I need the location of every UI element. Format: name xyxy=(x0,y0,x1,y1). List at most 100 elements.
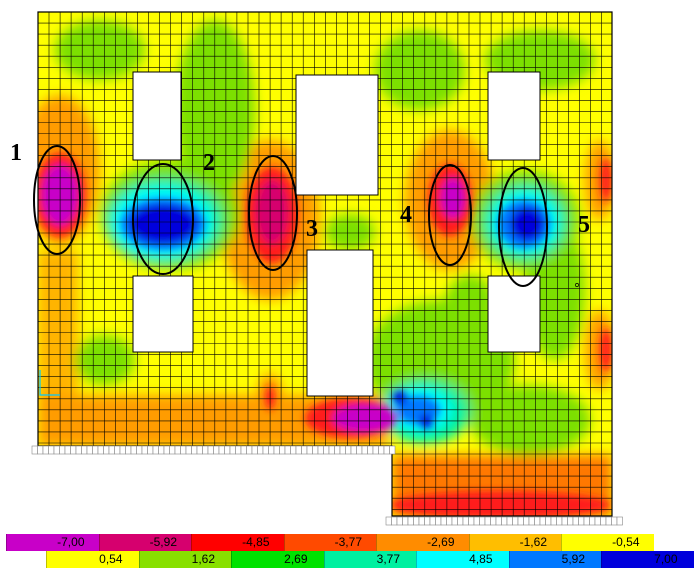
support-cell xyxy=(611,516,618,526)
legend-swatch: -4,85 xyxy=(191,534,284,551)
support-cell xyxy=(367,445,374,455)
support-cell xyxy=(550,516,557,526)
support-cell xyxy=(213,445,220,455)
support-cell xyxy=(218,445,225,455)
support-cell xyxy=(75,445,82,455)
support-cell xyxy=(512,516,519,526)
support-cell xyxy=(501,516,508,526)
blue-core xyxy=(393,391,407,405)
green-zone xyxy=(75,335,135,385)
support-cell xyxy=(103,445,110,455)
support-cell xyxy=(539,516,546,526)
legend-value: 3,77 xyxy=(376,552,400,566)
callout-label-5: 5 xyxy=(578,212,590,238)
support-cell xyxy=(235,445,242,455)
callout-label-2: 2 xyxy=(203,150,215,176)
legend-value: 5,92 xyxy=(561,552,585,566)
support-cell xyxy=(130,445,137,455)
legend-swatch: -5,92 xyxy=(98,534,191,551)
support-cell xyxy=(257,445,264,455)
support-cell xyxy=(141,445,148,455)
support-cell xyxy=(589,516,596,526)
legend-swatch: 2,69 xyxy=(231,551,324,568)
support-cell xyxy=(567,516,574,526)
legend-swatch: 5,92 xyxy=(508,551,601,568)
support-cell xyxy=(64,445,71,455)
support-cell xyxy=(92,445,99,455)
support-cell xyxy=(268,445,275,455)
support-cell xyxy=(435,516,442,526)
support-strip-left xyxy=(31,445,396,455)
support-cell xyxy=(372,445,379,455)
callout-ellipse-5 xyxy=(498,167,548,287)
magenta-core xyxy=(256,180,288,244)
legend-swatch: 1,62 xyxy=(138,551,231,568)
support-cell xyxy=(224,445,231,455)
support-cell xyxy=(334,445,341,455)
support-cell xyxy=(207,445,214,455)
green-zone xyxy=(445,275,495,335)
support-cell xyxy=(295,445,302,455)
callout-label-1: 1 xyxy=(10,140,22,166)
support-cell xyxy=(119,445,126,455)
support-cell xyxy=(495,516,502,526)
support-cell xyxy=(180,445,187,455)
callout-ellipse-2 xyxy=(132,163,194,275)
callout-ellipse-4 xyxy=(428,164,472,266)
legend-value: 4,85 xyxy=(469,552,493,566)
support-cell xyxy=(462,516,469,526)
legend-value: 2,69 xyxy=(284,552,308,566)
support-cell xyxy=(413,516,420,526)
legend-value: -1,62 xyxy=(519,535,547,549)
node-marker xyxy=(575,283,579,287)
support-cell xyxy=(202,445,209,455)
red-zone xyxy=(600,328,612,372)
legend-value: -3,77 xyxy=(334,535,362,549)
support-row xyxy=(31,445,623,526)
support-cell xyxy=(383,445,390,455)
support-cell xyxy=(317,445,324,455)
green-zone xyxy=(325,214,375,250)
support-cell xyxy=(191,445,198,455)
support-cell xyxy=(125,445,132,455)
support-cell xyxy=(556,516,563,526)
support-cell xyxy=(323,445,330,455)
support-cell xyxy=(262,445,269,455)
support-cell xyxy=(605,516,612,526)
support-cell xyxy=(290,445,297,455)
support-cell xyxy=(169,445,176,455)
magenta-core xyxy=(333,404,397,432)
axis-marker xyxy=(39,370,60,396)
support-cell xyxy=(361,445,368,455)
window-opening xyxy=(295,74,379,196)
support-cell xyxy=(484,516,491,526)
support-cell xyxy=(429,516,436,526)
legend-value: -7,00 xyxy=(57,535,85,549)
green-zone xyxy=(375,30,465,110)
support-cell xyxy=(572,516,579,526)
support-cell xyxy=(523,516,530,526)
support-cell xyxy=(53,445,60,455)
support-cell xyxy=(616,516,623,526)
window-opening xyxy=(132,71,182,161)
red-zone xyxy=(600,158,612,202)
door-opening xyxy=(306,249,374,397)
support-cell xyxy=(86,445,93,455)
support-cell xyxy=(70,445,77,455)
support-cell xyxy=(136,445,143,455)
support-cell xyxy=(468,516,475,526)
support-cell xyxy=(240,445,247,455)
legend-swatch: -2,69 xyxy=(376,534,469,551)
support-cell xyxy=(306,445,313,455)
window-opening xyxy=(487,275,541,353)
red-zone xyxy=(390,491,610,516)
support-cell xyxy=(345,445,352,455)
support-cell xyxy=(97,445,104,455)
legend-value: 0,54 xyxy=(99,552,123,566)
blue-core xyxy=(510,207,544,241)
support-cell xyxy=(108,445,115,455)
blue-core xyxy=(129,204,197,244)
support-cell xyxy=(473,516,480,526)
support-cell xyxy=(378,445,385,455)
support-cell xyxy=(196,445,203,455)
